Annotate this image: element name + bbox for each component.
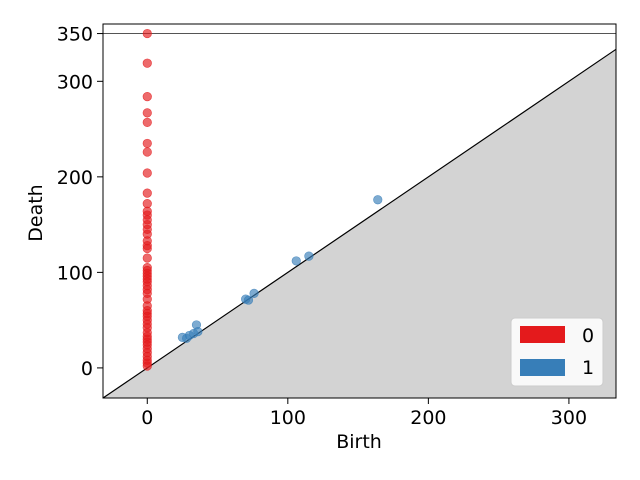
data-point-h0 — [142, 147, 152, 157]
y-tick-label: 100 — [57, 262, 93, 284]
x-axis-title: Birth — [336, 431, 382, 453]
y-axis-title: Death — [25, 184, 47, 241]
x-axis: 0 100 200 300 — [141, 398, 587, 429]
series-0 — [142, 28, 152, 371]
data-point-h0 — [142, 108, 152, 118]
data-point-h0 — [142, 253, 152, 263]
legend-label-0: 0 — [582, 325, 594, 347]
data-point-h0 — [142, 117, 152, 127]
data-point-h1 — [243, 295, 254, 305]
legend: 0 1 — [510, 317, 604, 387]
data-point-h1 — [249, 288, 259, 298]
legend-swatch-0 — [520, 326, 565, 343]
x-tick-label: 0 — [141, 407, 153, 429]
plot-area — [102, 23, 617, 399]
plot-frame — [102, 23, 617, 399]
y-tick-label: 350 — [57, 24, 93, 46]
data-point-h0 — [142, 198, 152, 209]
data-point-h0 — [142, 92, 152, 102]
legend-label-1: 1 — [582, 357, 594, 379]
y-tick-label: 200 — [57, 167, 93, 189]
data-point-h0 — [142, 188, 152, 198]
data-point-h0 — [142, 138, 152, 149]
y-tick-label: 300 — [57, 71, 93, 93]
data-point-h0 — [142, 28, 152, 39]
data-point-h1 — [373, 195, 383, 205]
x-tick-label: 200 — [410, 407, 446, 429]
x-tick-label: 300 — [551, 407, 587, 429]
data-point-h0 — [142, 168, 152, 178]
data-point-h1 — [193, 327, 203, 337]
data-point-h0 — [142, 243, 152, 254]
y-axis: 0 100 200 300 350 — [57, 24, 103, 380]
y-tick-label: 0 — [81, 358, 93, 380]
legend-swatch-1 — [520, 359, 565, 376]
below-diagonal-region — [103, 49, 616, 398]
series-1 — [177, 195, 383, 343]
data-point-h0 — [142, 361, 152, 371]
data-point-h1 — [291, 256, 301, 266]
data-point-h1 — [304, 251, 314, 261]
x-tick-label: 100 — [270, 407, 306, 429]
data-point-h0 — [142, 58, 152, 68]
